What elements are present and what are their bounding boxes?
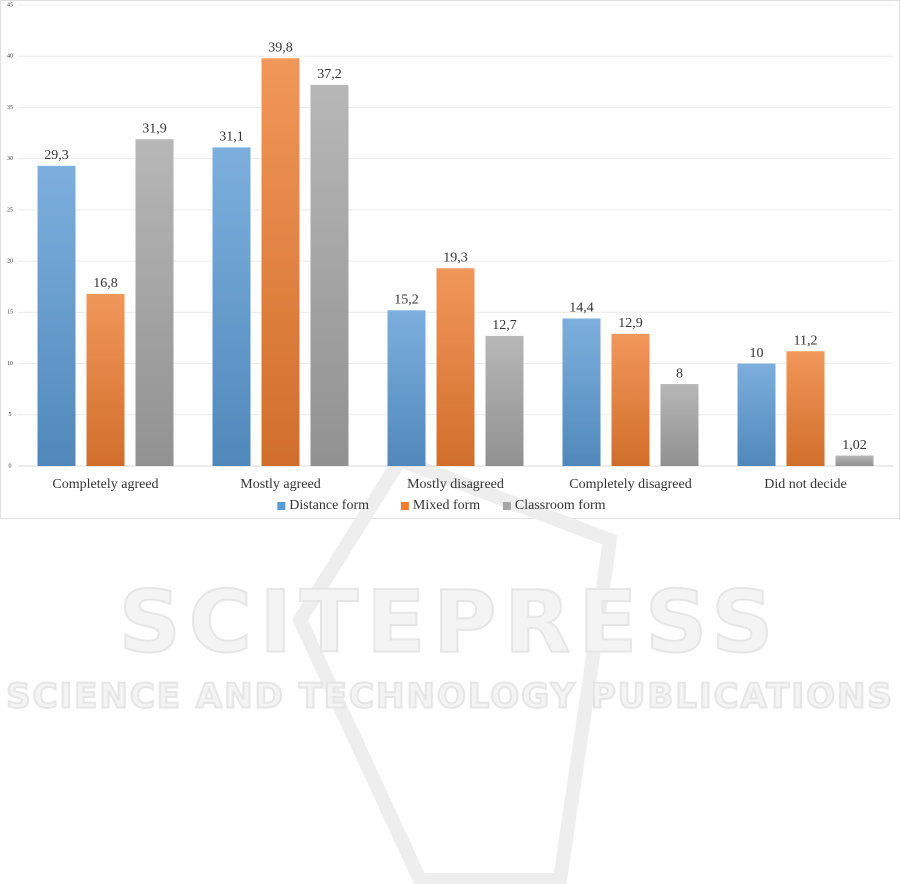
y-tick-label: 40 bbox=[7, 54, 13, 60]
value-label: 11,2 bbox=[794, 333, 818, 348]
bar bbox=[212, 147, 251, 467]
value-label: 12,7 bbox=[492, 318, 517, 333]
y-tick-label: 35 bbox=[7, 105, 13, 111]
bar bbox=[436, 268, 475, 466]
legend-swatch bbox=[502, 502, 511, 510]
bar bbox=[310, 84, 349, 466]
value-label: 10 bbox=[750, 346, 764, 361]
bar bbox=[37, 165, 76, 467]
bar bbox=[660, 384, 699, 466]
legend-label: Classroom form bbox=[515, 498, 606, 513]
bar bbox=[86, 293, 125, 466]
value-label: 14,4 bbox=[569, 301, 594, 316]
bar bbox=[387, 310, 426, 466]
watermark-shape bbox=[292, 451, 618, 884]
value-label: 19,3 bbox=[443, 251, 468, 266]
value-label: 31,9 bbox=[142, 121, 167, 136]
y-tick-label: 15 bbox=[7, 310, 13, 316]
bar bbox=[261, 58, 300, 466]
bar bbox=[611, 333, 650, 466]
y-tick-label: 20 bbox=[7, 258, 13, 264]
bar bbox=[135, 139, 174, 467]
legend-swatch bbox=[277, 502, 286, 510]
value-label: 31,1 bbox=[219, 130, 244, 145]
value-label: 29,3 bbox=[44, 148, 69, 163]
y-tick-label: 10 bbox=[7, 361, 13, 367]
watermark-subtitle: SCIENCE AND TECHNOLOGY PUBLICATIONS bbox=[6, 677, 894, 717]
x-tick-label: Did not decide bbox=[764, 477, 846, 492]
value-label: 12,9 bbox=[618, 316, 643, 331]
value-label: 1,02 bbox=[842, 438, 867, 453]
value-label: 8 bbox=[676, 366, 683, 381]
value-label: 39,8 bbox=[268, 40, 293, 55]
bar bbox=[485, 335, 524, 466]
y-tick-label: 30 bbox=[7, 156, 13, 162]
value-label: 16,8 bbox=[93, 276, 118, 291]
x-tick-label: Completely agreed bbox=[52, 477, 158, 492]
bar bbox=[786, 351, 825, 466]
x-tick-label: Mostly agreed bbox=[240, 477, 320, 492]
y-tick-label: 0 bbox=[9, 463, 12, 469]
bar bbox=[562, 318, 601, 466]
value-label: 37,2 bbox=[317, 67, 342, 82]
chart-frame bbox=[0, 0, 900, 519]
value-label: 15,2 bbox=[394, 293, 419, 308]
bar bbox=[737, 363, 776, 466]
y-tick-label: 45 bbox=[7, 2, 13, 8]
legend-label: Distance form bbox=[289, 498, 369, 513]
legend-swatch bbox=[400, 502, 409, 510]
y-tick-label: 5 bbox=[9, 412, 12, 418]
legend-label: Mixed form bbox=[413, 498, 480, 513]
y-tick-label: 25 bbox=[7, 207, 13, 213]
x-tick-label: Mostly disagreed bbox=[407, 477, 504, 492]
watermark-title: SCITEPRESS bbox=[119, 572, 781, 672]
x-tick-label: Completely disagreed bbox=[569, 477, 691, 492]
bar bbox=[835, 455, 874, 466]
